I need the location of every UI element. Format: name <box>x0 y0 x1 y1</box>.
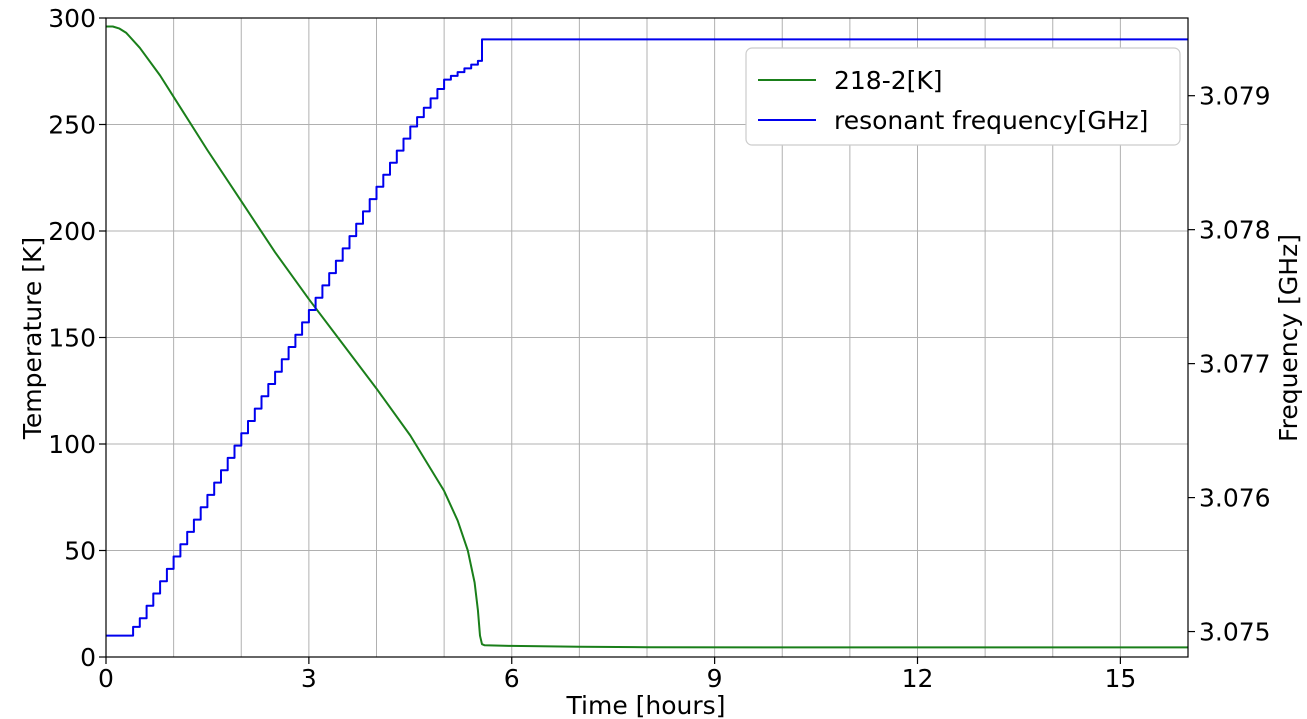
y-tick-label: 200 <box>48 217 96 246</box>
legend-label-temperature: 218-2[K] <box>834 66 943 95</box>
y-tick-label: 250 <box>48 111 96 140</box>
x-axis-label: Time [hours] <box>566 691 726 719</box>
series-layer <box>106 25 1188 649</box>
y-tick-label: 50 <box>64 537 96 566</box>
legend-box <box>745 47 1181 146</box>
x-tick-label: 6 <box>504 664 520 693</box>
x-tick-label: 0 <box>98 664 114 693</box>
y2-tick-label: 3.077 <box>1199 350 1271 379</box>
y-tick-label: 150 <box>48 324 96 353</box>
y2-axis-label: Frequency [GHz] <box>1274 234 1303 442</box>
x-tick-label: 15 <box>1104 664 1136 693</box>
x-tick-label: 9 <box>707 664 723 693</box>
y2-tick-label: 3.076 <box>1199 484 1271 513</box>
x-tick-label: 12 <box>902 664 934 693</box>
y-tick-label: 300 <box>48 4 96 33</box>
x-tick-label: 3 <box>301 664 317 693</box>
frequency-series-line <box>106 38 1188 637</box>
y-tick-label: 0 <box>80 643 96 672</box>
y2-tick-label: 3.079 <box>1199 82 1271 111</box>
y2-tick-label: 3.078 <box>1199 216 1271 245</box>
ticks-layer: 0 3 6 9 12 150501001502002503003.0753.0763.07… <box>48 4 1270 693</box>
legend-label-frequency: resonant frequency[GHz] <box>834 106 1148 135</box>
y-axis-label: Temperature [K] <box>18 237 47 440</box>
y2-tick-label: 3.075 <box>1199 618 1271 647</box>
y-tick-label: 100 <box>48 430 96 459</box>
legend: 218-2[K] resonant frequency[GHz] <box>745 47 1181 146</box>
temperature-series-line <box>106 25 1188 649</box>
